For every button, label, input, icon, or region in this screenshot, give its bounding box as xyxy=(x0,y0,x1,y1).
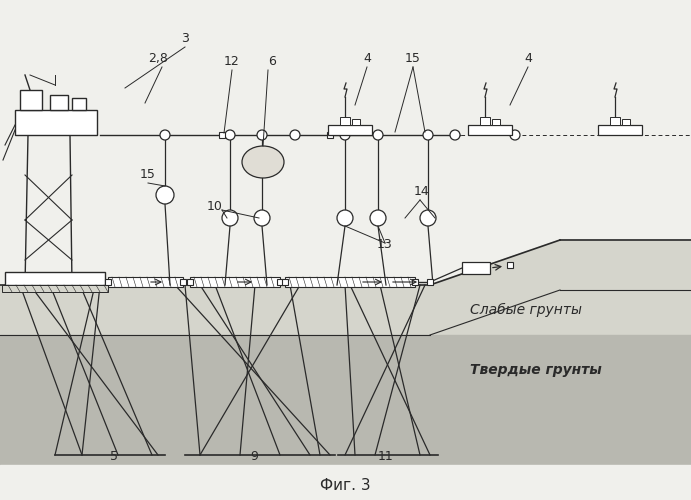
Circle shape xyxy=(337,210,353,226)
Text: 15: 15 xyxy=(405,52,421,65)
Text: 15: 15 xyxy=(140,168,156,181)
Bar xyxy=(15,110,97,135)
Text: Фиг. 3: Фиг. 3 xyxy=(320,478,370,492)
Bar xyxy=(0,0,691,285)
Text: 13: 13 xyxy=(377,238,393,251)
Bar xyxy=(327,132,333,138)
Bar xyxy=(20,90,42,110)
Text: 11: 11 xyxy=(378,450,394,463)
Circle shape xyxy=(370,210,386,226)
Bar xyxy=(610,117,620,125)
Bar xyxy=(282,279,288,285)
Text: 3: 3 xyxy=(181,32,189,45)
Bar xyxy=(285,277,415,287)
Text: 9: 9 xyxy=(250,450,258,463)
Bar xyxy=(108,277,183,287)
Ellipse shape xyxy=(242,146,284,178)
Polygon shape xyxy=(430,0,691,285)
Bar xyxy=(340,117,350,125)
Text: 10: 10 xyxy=(207,200,223,213)
Text: 5: 5 xyxy=(110,450,118,463)
Bar xyxy=(352,119,360,125)
Bar xyxy=(277,279,283,285)
Bar xyxy=(462,262,490,274)
Bar xyxy=(50,95,68,110)
Bar xyxy=(180,279,186,285)
Bar xyxy=(480,117,490,125)
Bar xyxy=(412,279,418,285)
Bar xyxy=(105,279,111,285)
Bar xyxy=(219,132,225,138)
Polygon shape xyxy=(430,240,691,335)
Circle shape xyxy=(225,130,235,140)
Bar xyxy=(598,125,642,135)
Circle shape xyxy=(257,130,267,140)
Circle shape xyxy=(420,210,436,226)
Circle shape xyxy=(254,210,270,226)
Bar xyxy=(0,335,691,465)
Circle shape xyxy=(423,130,433,140)
Circle shape xyxy=(156,186,174,204)
Bar xyxy=(2,285,108,292)
Text: Твердые грунты: Твердые грунты xyxy=(470,363,602,377)
Circle shape xyxy=(450,130,460,140)
Bar xyxy=(5,272,105,285)
Bar xyxy=(507,262,513,268)
Bar xyxy=(427,279,433,285)
Bar xyxy=(492,119,500,125)
Text: 2,8: 2,8 xyxy=(148,52,168,65)
Bar xyxy=(622,119,630,125)
Text: 4: 4 xyxy=(524,52,532,65)
Bar xyxy=(328,125,372,135)
Text: 12: 12 xyxy=(224,55,240,68)
Circle shape xyxy=(340,130,350,140)
Text: Слабые грунты: Слабые грунты xyxy=(470,303,582,317)
Circle shape xyxy=(373,130,383,140)
Bar xyxy=(0,285,691,335)
Bar xyxy=(72,98,86,110)
Text: 14: 14 xyxy=(414,185,430,198)
Bar xyxy=(468,125,512,135)
Bar xyxy=(0,465,691,500)
Circle shape xyxy=(222,210,238,226)
Bar xyxy=(190,277,280,287)
Bar xyxy=(187,279,193,285)
Text: 6: 6 xyxy=(268,55,276,68)
Circle shape xyxy=(160,130,170,140)
Circle shape xyxy=(510,130,520,140)
Text: 4: 4 xyxy=(363,52,371,65)
Circle shape xyxy=(290,130,300,140)
